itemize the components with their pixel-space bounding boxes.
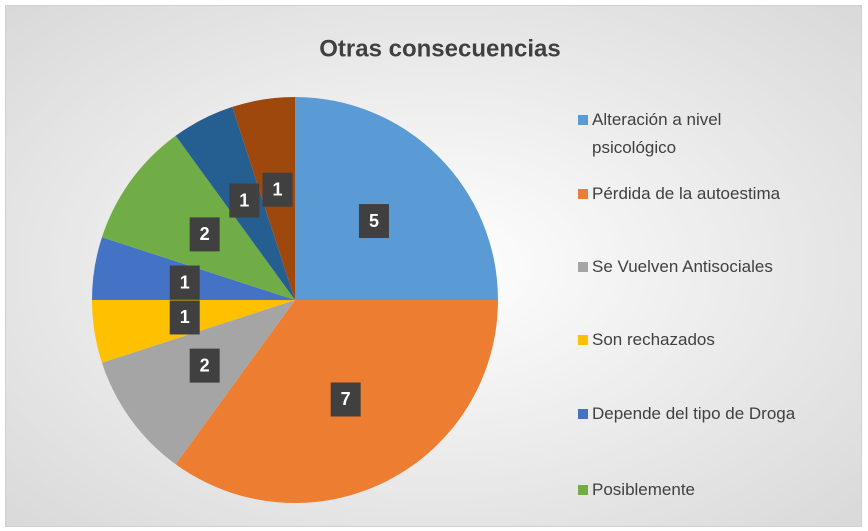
- legend-item: Se Vuelven Antisociales: [578, 253, 808, 281]
- data-label-box: [229, 183, 260, 218]
- legend-label: Posiblemente: [592, 480, 696, 499]
- data-label-box: [189, 348, 220, 383]
- chart-title: Otras consecuencias: [319, 35, 560, 62]
- legend-item: Son rechazados: [578, 326, 808, 354]
- data-label: 5: [369, 211, 379, 231]
- data-label-box: [169, 265, 200, 300]
- data-label: 2: [200, 224, 210, 244]
- data-label: 1: [239, 190, 249, 210]
- data-label-box: [330, 382, 361, 417]
- data-label-box: [358, 204, 389, 239]
- data-label: 2: [200, 355, 210, 375]
- legend-swatch: [578, 485, 588, 495]
- data-label-box: [169, 300, 200, 335]
- legend-item: Posiblemente: [578, 476, 808, 504]
- legend-label: Se Vuelven Antisociales: [592, 257, 773, 276]
- legend-swatch: [578, 262, 588, 272]
- legend-item: Depende del tipo de Droga: [578, 400, 808, 428]
- legend-item: Alteración a nivel psicológico: [578, 106, 808, 162]
- data-label: 1: [273, 179, 283, 199]
- legend-swatch: [578, 115, 588, 125]
- legend-label: Pérdida de la autoestima: [592, 184, 781, 203]
- legend-swatch: [578, 335, 588, 345]
- data-label-box: [262, 172, 293, 207]
- data-label: 1: [180, 272, 190, 292]
- pie-slice: [295, 97, 498, 300]
- legend-label: Son rechazados: [592, 330, 715, 349]
- data-label-box: [189, 217, 220, 252]
- legend-label: Alteración a nivel psicológico: [592, 110, 722, 157]
- legend-item: Pérdida de la autoestima: [578, 180, 808, 208]
- legend-swatch: [578, 409, 588, 419]
- legend-label: Depende del tipo de Droga: [592, 404, 796, 423]
- legend-swatch: [578, 189, 588, 199]
- data-label: 1: [180, 307, 190, 327]
- data-label: 7: [341, 389, 351, 409]
